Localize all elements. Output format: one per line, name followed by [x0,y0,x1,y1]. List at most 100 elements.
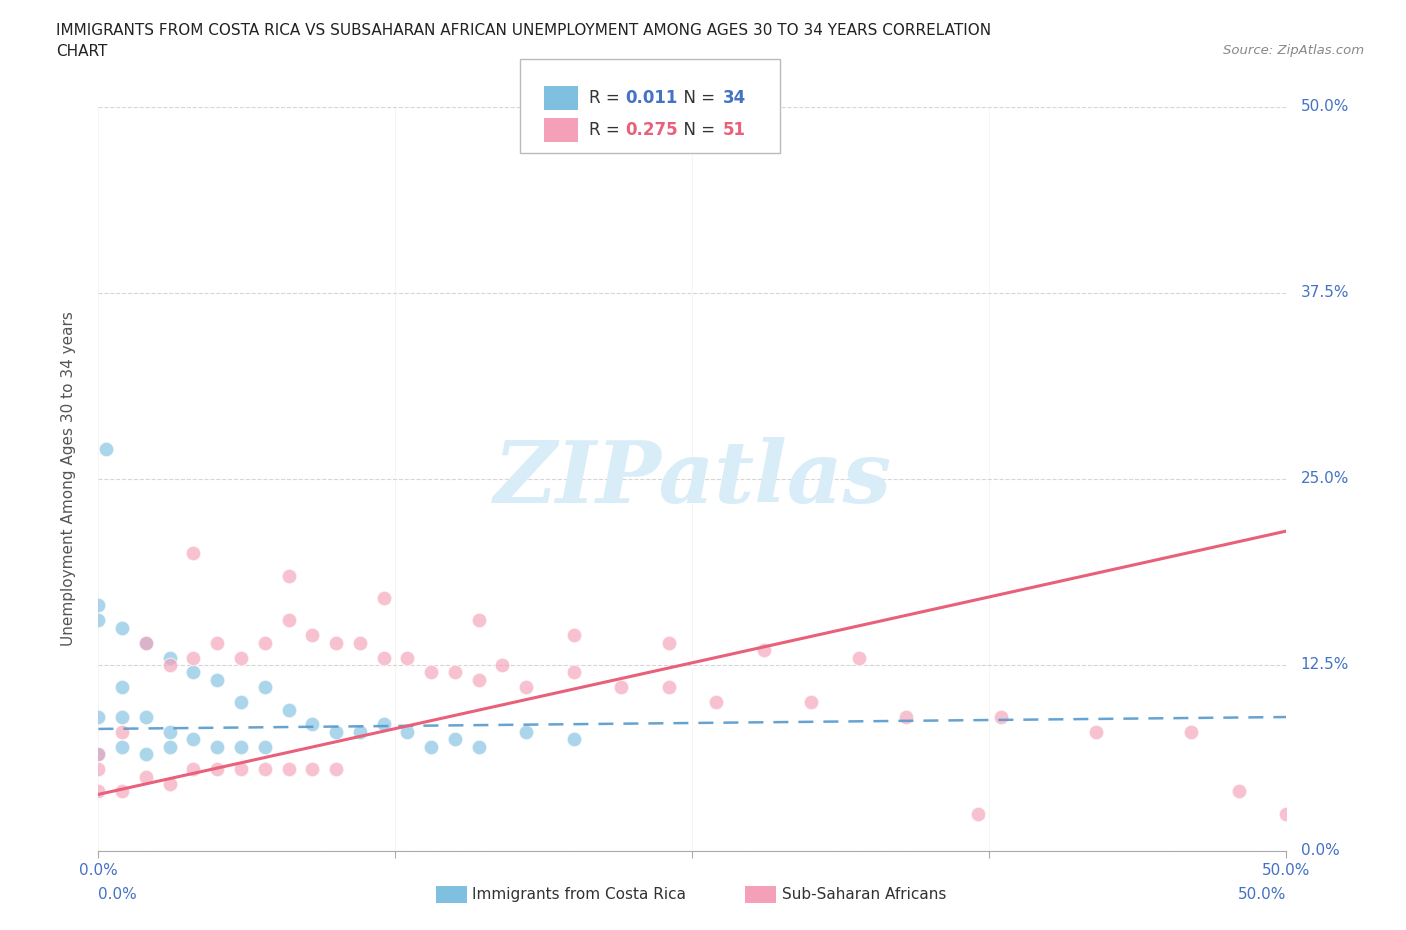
Text: 34: 34 [723,88,747,107]
Point [87,762,110,777]
Point [467,739,489,754]
Point [111,620,134,635]
Point [444,665,467,680]
Point [325,724,347,739]
Point [467,672,489,687]
Point [87,598,110,613]
Point [159,658,181,672]
Point [207,739,229,754]
Point [159,650,181,665]
Point [87,784,110,799]
Point [229,650,252,665]
Point [610,680,633,695]
Point [373,717,395,732]
Point [87,747,110,762]
Point [658,680,681,695]
Point [229,762,252,777]
Point [135,769,157,784]
Point [253,739,276,754]
Point [253,762,276,777]
Point [349,724,371,739]
Point [1227,784,1250,799]
Point [87,747,110,762]
Point [277,702,299,717]
Text: Immigrants from Costa Rica: Immigrants from Costa Rica [472,887,686,902]
Point [87,710,110,724]
Point [159,739,181,754]
Point [135,635,157,650]
Point [373,591,395,605]
Point [704,695,727,710]
Point [229,739,252,754]
Point [301,762,323,777]
Point [111,784,134,799]
Point [444,732,467,747]
Point [325,762,347,777]
Point [277,568,299,583]
Text: 12.5%: 12.5% [1301,658,1348,672]
Point [515,724,537,739]
Point [207,672,229,687]
Point [183,762,205,777]
Point [562,628,585,643]
Point [111,680,134,695]
Text: 0.0%: 0.0% [98,887,138,902]
Point [301,717,323,732]
Point [990,710,1012,724]
Point [111,739,134,754]
Point [562,732,585,747]
Point [87,613,110,628]
Text: 0.011: 0.011 [626,88,678,107]
Text: 0.275: 0.275 [626,121,678,140]
Point [848,650,870,665]
Text: 51: 51 [723,121,745,140]
Point [396,650,419,665]
Point [325,635,347,650]
Point [159,777,181,791]
Point [183,650,205,665]
Point [229,695,252,710]
Text: 25.0%: 25.0% [1301,472,1348,486]
Point [301,628,323,643]
Y-axis label: Unemployment Among Ages 30 to 34 years: Unemployment Among Ages 30 to 34 years [60,312,76,646]
Point [1180,724,1202,739]
Point [467,613,489,628]
Point [207,635,229,650]
Point [420,665,443,680]
Point [94,442,117,457]
Text: 50.0%: 50.0% [1239,887,1286,902]
Text: Sub-Saharan Africans: Sub-Saharan Africans [782,887,946,902]
Point [658,635,681,650]
Point [1085,724,1108,739]
Point [562,665,585,680]
Point [1275,806,1298,821]
Point [349,635,371,650]
Text: ZIPatlas: ZIPatlas [494,437,891,521]
Point [800,695,823,710]
Text: IMMIGRANTS FROM COSTA RICA VS SUBSAHARAN AFRICAN UNEMPLOYMENT AMONG AGES 30 TO 3: IMMIGRANTS FROM COSTA RICA VS SUBSAHARAN… [56,23,991,38]
Point [183,732,205,747]
Text: N =: N = [673,121,721,140]
Text: Source: ZipAtlas.com: Source: ZipAtlas.com [1223,44,1364,57]
Point [373,650,395,665]
Text: R =: R = [589,121,626,140]
Point [135,710,157,724]
Point [135,635,157,650]
Point [420,739,443,754]
Point [111,724,134,739]
Text: N =: N = [673,88,721,107]
Text: R =: R = [589,88,626,107]
Point [183,546,205,561]
Point [277,613,299,628]
Point [966,806,988,821]
Point [515,680,537,695]
Text: 0.0%: 0.0% [1301,844,1340,858]
Point [111,710,134,724]
Point [253,635,276,650]
Point [135,747,157,762]
Text: 50.0%: 50.0% [1301,100,1348,114]
Point [253,680,276,695]
Point [277,762,299,777]
Text: 37.5%: 37.5% [1301,286,1348,300]
Point [207,762,229,777]
